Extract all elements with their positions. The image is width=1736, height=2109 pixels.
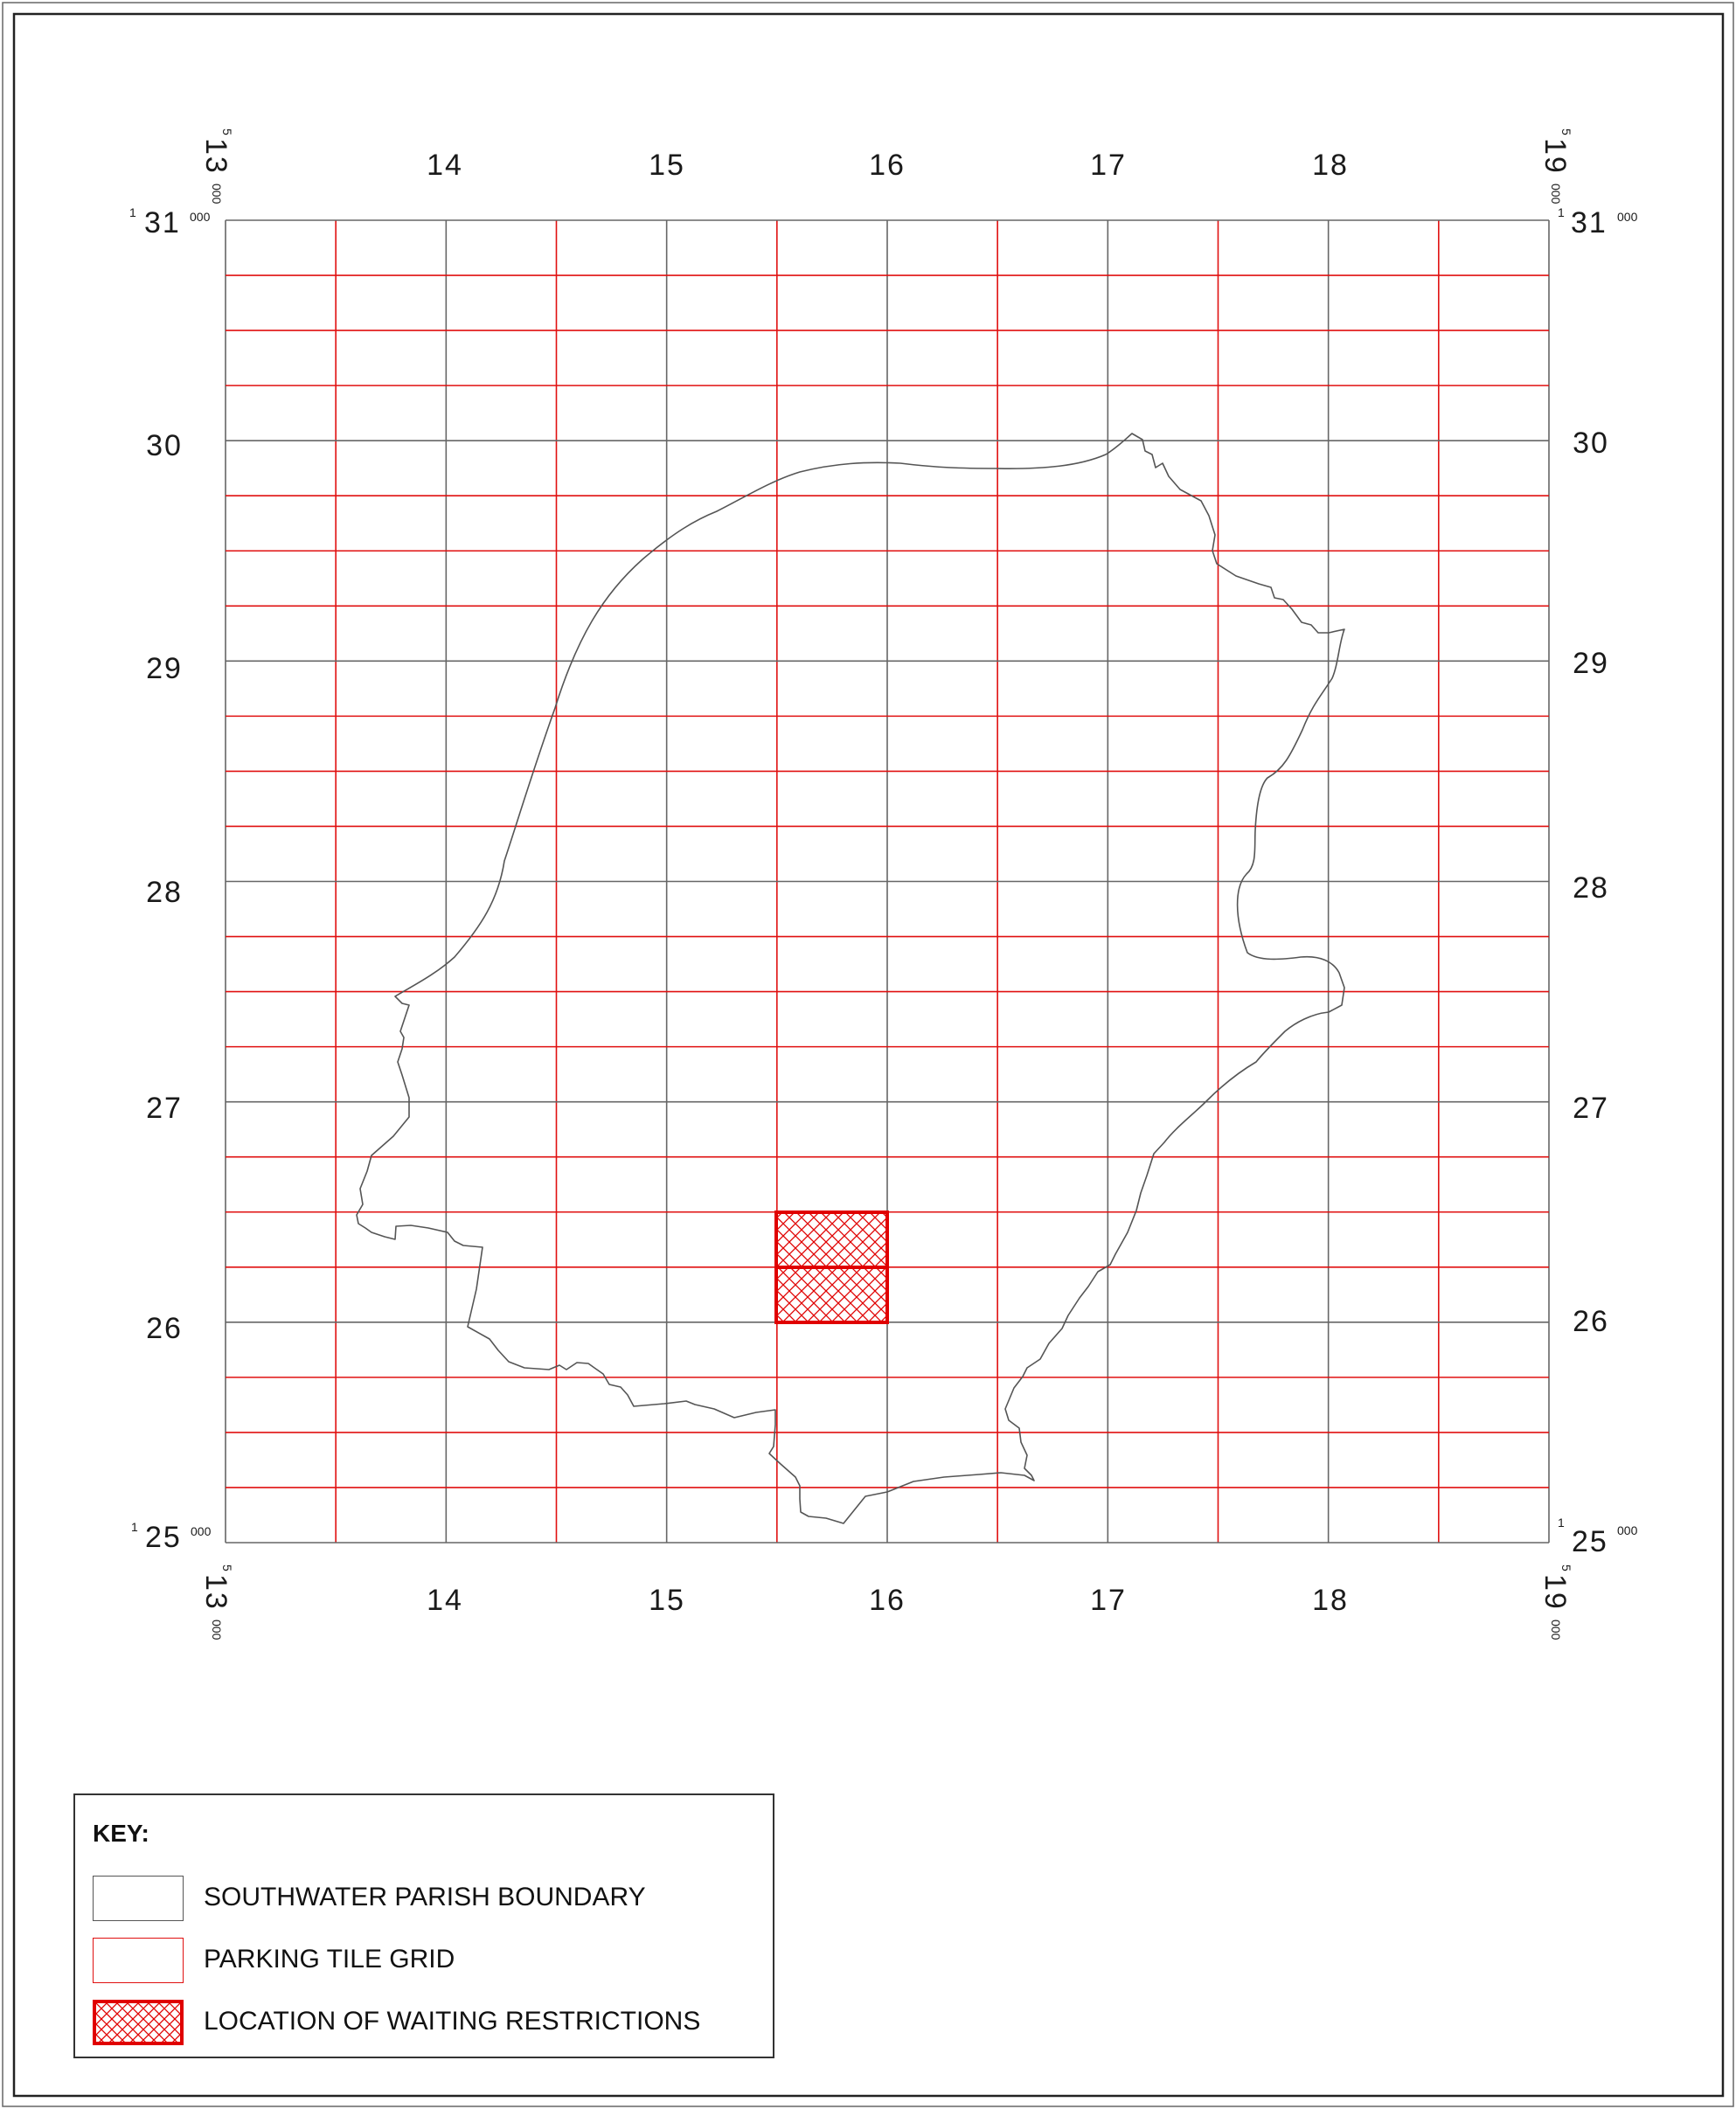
y-corner-top-left-prefix: 1 (129, 205, 136, 219)
svg-text:19: 19 (1538, 1574, 1572, 1611)
inner-border (12, 12, 1725, 2098)
x-label-top: 17 (1090, 149, 1127, 182)
hatch-swatch (93, 2000, 184, 2045)
key-item-parking-tile-grid: PARKING TILE GRID (93, 1938, 757, 1985)
x-label-bottom: 18 (1312, 1584, 1349, 1617)
y-corner-top-left-suffix: 000 (190, 210, 211, 224)
parking-tile-grid (225, 219, 1550, 1544)
axis-labels: 14 15 16 17 18 14 15 16 17 18 30 29 28 2… (129, 128, 1638, 1641)
grid-swatch (93, 1938, 184, 1983)
x-label-bottom: 16 (869, 1584, 906, 1617)
y-corner-bottom-right-prefix: 1 (1558, 1516, 1565, 1530)
restriction-tile-lower (774, 1266, 889, 1324)
svg-text:000: 000 (1549, 184, 1563, 205)
x-corner-bottom-right: 5 19 000 (1538, 1564, 1573, 1641)
y-corner-top-left: 31 (144, 206, 181, 239)
y-label-left: 29 (146, 652, 183, 685)
key-title: KEY: (93, 1820, 149, 1847)
key-item-waiting-restrictions: LOCATION OF WAITING RESTRICTIONS (93, 2000, 757, 2047)
boundary-swatch (93, 1876, 184, 1921)
y-label-right: 26 (1573, 1305, 1609, 1338)
x-corner-top-right: 5 19 000 (1538, 128, 1573, 205)
restriction-tile-upper (774, 1211, 889, 1269)
x-label-top: 14 (427, 149, 463, 182)
key-label: LOCATION OF WAITING RESTRICTIONS (204, 2007, 701, 2036)
svg-text:13: 13 (199, 138, 233, 175)
y-corner-top-right: 31 (1571, 206, 1608, 239)
key-item-parish-boundary: SOUTHWATER PARISH BOUNDARY (93, 1876, 757, 1923)
y-corner-top-right-suffix: 000 (1617, 210, 1638, 224)
svg-text:000: 000 (210, 1620, 224, 1641)
y-label-right: 28 (1573, 871, 1609, 905)
map-key: KEY: SOUTHWATER PARISH BOUNDARY PARKING … (73, 1793, 774, 2058)
x-label-top: 15 (649, 149, 685, 182)
y-label-right: 27 (1573, 1092, 1609, 1125)
y-corner-top-right-prefix: 1 (1558, 205, 1565, 219)
svg-text:5: 5 (1559, 128, 1573, 135)
y-corner-bottom-left-prefix: 1 (131, 1520, 138, 1534)
southwater-parish-boundary (356, 433, 1345, 1524)
x-label-top: 18 (1312, 149, 1349, 182)
key-label: PARKING TILE GRID (204, 1945, 455, 1974)
y-label-left: 26 (146, 1312, 183, 1345)
y-label-right: 30 (1573, 427, 1609, 460)
y-corner-bottom-left-suffix: 000 (191, 1524, 212, 1538)
svg-text:5: 5 (220, 1564, 234, 1571)
svg-text:5: 5 (220, 128, 234, 135)
y-corner-bottom-left: 25 (145, 1521, 182, 1554)
x-corner-top-left: 5 13 000 (199, 128, 234, 205)
x-label-bottom: 15 (649, 1584, 685, 1617)
svg-text:000: 000 (1549, 1620, 1563, 1641)
x-corner-bottom-left: 5 13 000 (199, 1564, 234, 1641)
key-label: SOUTHWATER PARISH BOUNDARY (204, 1883, 646, 1911)
svg-text:000: 000 (210, 184, 224, 205)
x-label-bottom: 14 (427, 1584, 463, 1617)
svg-text:5: 5 (1559, 1564, 1573, 1571)
y-corner-bottom-right-suffix: 000 (1617, 1523, 1638, 1537)
y-corner-bottom-right: 25 (1572, 1525, 1608, 1558)
y-label-left: 28 (146, 876, 183, 909)
x-label-bottom: 17 (1090, 1584, 1127, 1617)
y-label-right: 29 (1573, 647, 1609, 680)
svg-text:19: 19 (1538, 138, 1572, 175)
x-label-top: 16 (869, 149, 906, 182)
svg-text:13: 13 (199, 1574, 233, 1611)
y-label-left: 27 (146, 1092, 183, 1125)
y-label-left: 30 (146, 429, 183, 462)
waiting-restriction-tiles (774, 1211, 889, 1324)
